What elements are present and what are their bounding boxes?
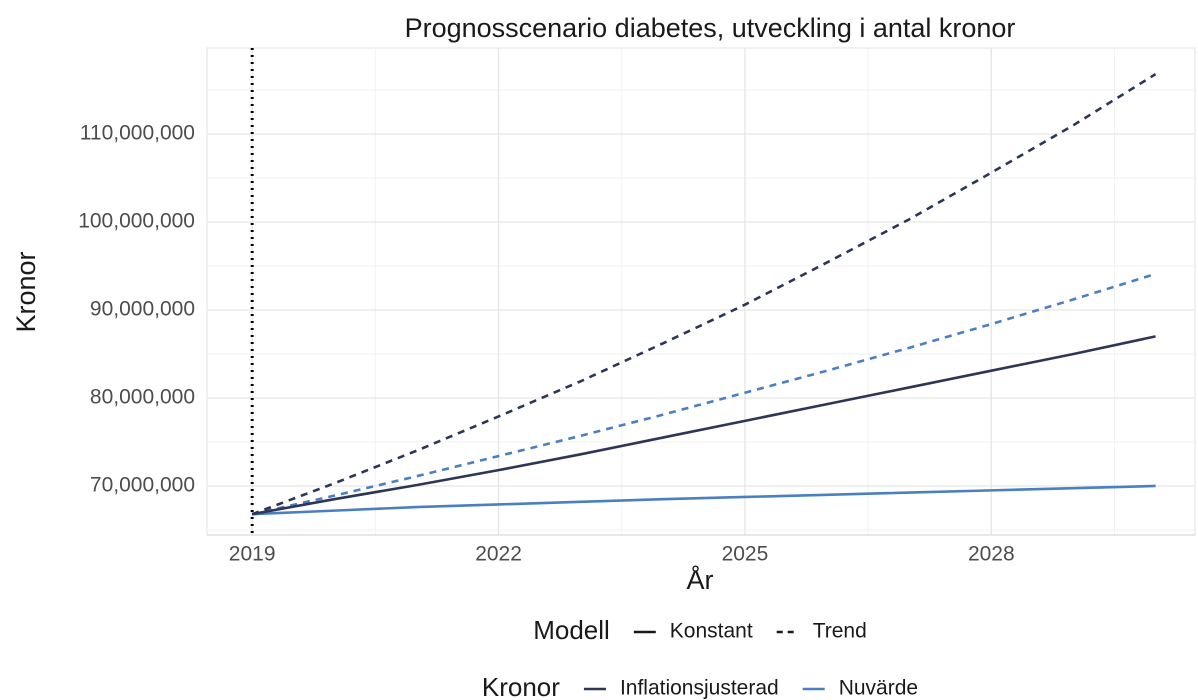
legend-title: Kronor	[482, 672, 560, 700]
y-axis-label: Kronor	[11, 251, 41, 332]
x-tick-label: 2019	[229, 543, 276, 566]
legend-label: Konstant	[670, 620, 753, 643]
plot-panel	[206, 47, 1196, 536]
y-tick-label: 100,000,000	[78, 210, 195, 233]
line-series	[252, 484, 1156, 516]
x-tick-label: 2022	[475, 543, 522, 566]
y-tick-label: 110,000,000	[80, 122, 195, 145]
line-series	[251, 335, 1156, 516]
legend-label: Nuvärde	[839, 677, 918, 700]
legend-title: Modell	[533, 615, 610, 645]
x-axis-label: År	[687, 564, 714, 595]
x-tick-label: 2025	[722, 543, 769, 566]
legend-label: Inflationsjusterad	[620, 677, 779, 700]
y-tick-label: 70,000,000	[90, 474, 195, 497]
legend-label: Trend	[813, 620, 867, 643]
y-tick-label: 80,000,000	[90, 386, 195, 409]
chart-title: Prognosscenario diabetes, utveckling i a…	[405, 13, 1016, 43]
line-series	[251, 73, 1157, 516]
x-tick-label: 2028	[968, 543, 1015, 566]
y-tick-label: 90,000,000	[90, 298, 195, 321]
